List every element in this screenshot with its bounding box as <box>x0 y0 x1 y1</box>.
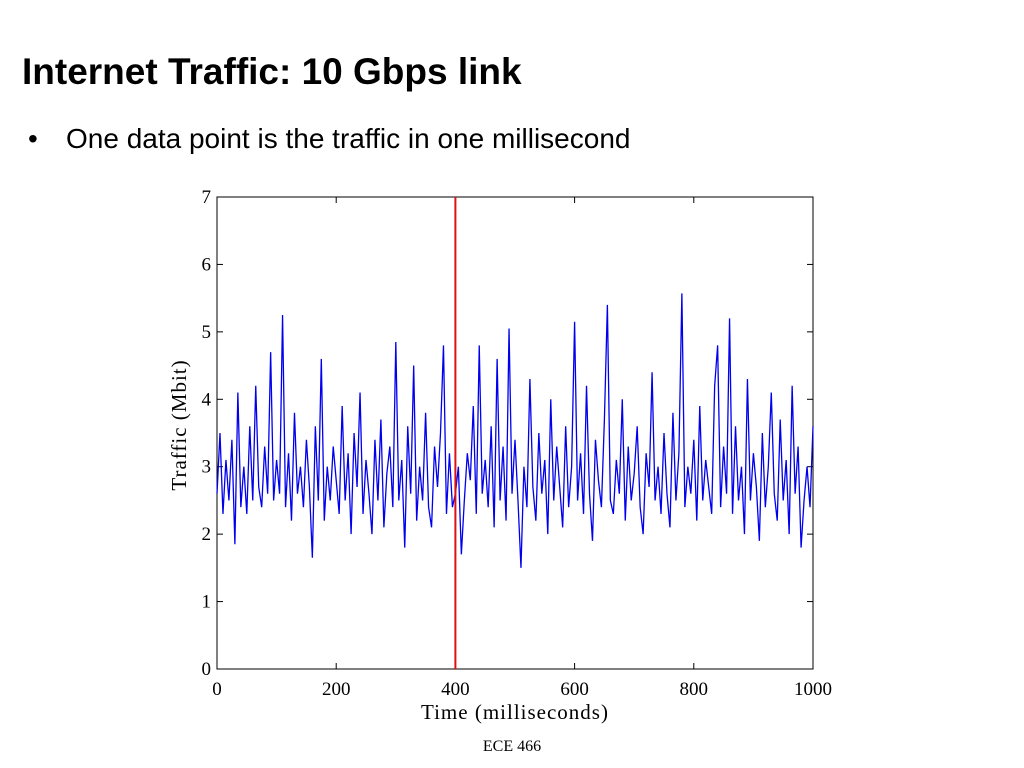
x-axis-label: Time (milliseconds) <box>421 700 609 724</box>
y-tick-label: 5 <box>202 322 212 343</box>
y-tick-label: 1 <box>202 592 212 613</box>
traffic-line <box>216 293 814 568</box>
chart: 0 1 2 3 4 5 6 7 0 200 400 600 800 1000 Time (milliseco… <box>167 187 832 724</box>
x-tick-label: 800 <box>680 679 709 700</box>
x-tick-label: 400 <box>441 679 470 700</box>
footer: ECE 466 <box>483 738 541 755</box>
x-tick-label: 200 <box>322 679 351 700</box>
x-tick-label: 0 <box>212 679 222 700</box>
y-tick-label: 2 <box>202 524 212 545</box>
bullet-text: One data point is the traffic in one mil… <box>66 123 630 154</box>
y-tick-label: 0 <box>202 659 212 680</box>
y-tick-label: 3 <box>202 457 212 478</box>
plot-area <box>216 196 814 670</box>
y-axis-label: Traffic (Mbit) <box>167 359 191 490</box>
x-tick-label: 1000 <box>794 679 832 700</box>
y-tick-label: 6 <box>202 254 212 275</box>
slide-title: Internet Traffic: 10 Gbps link <box>22 51 522 92</box>
y-tick-label: 4 <box>202 389 212 410</box>
y-tick-label: 7 <box>202 187 212 208</box>
bullet-marker: • <box>28 123 38 154</box>
x-tick-label: 600 <box>560 679 589 700</box>
